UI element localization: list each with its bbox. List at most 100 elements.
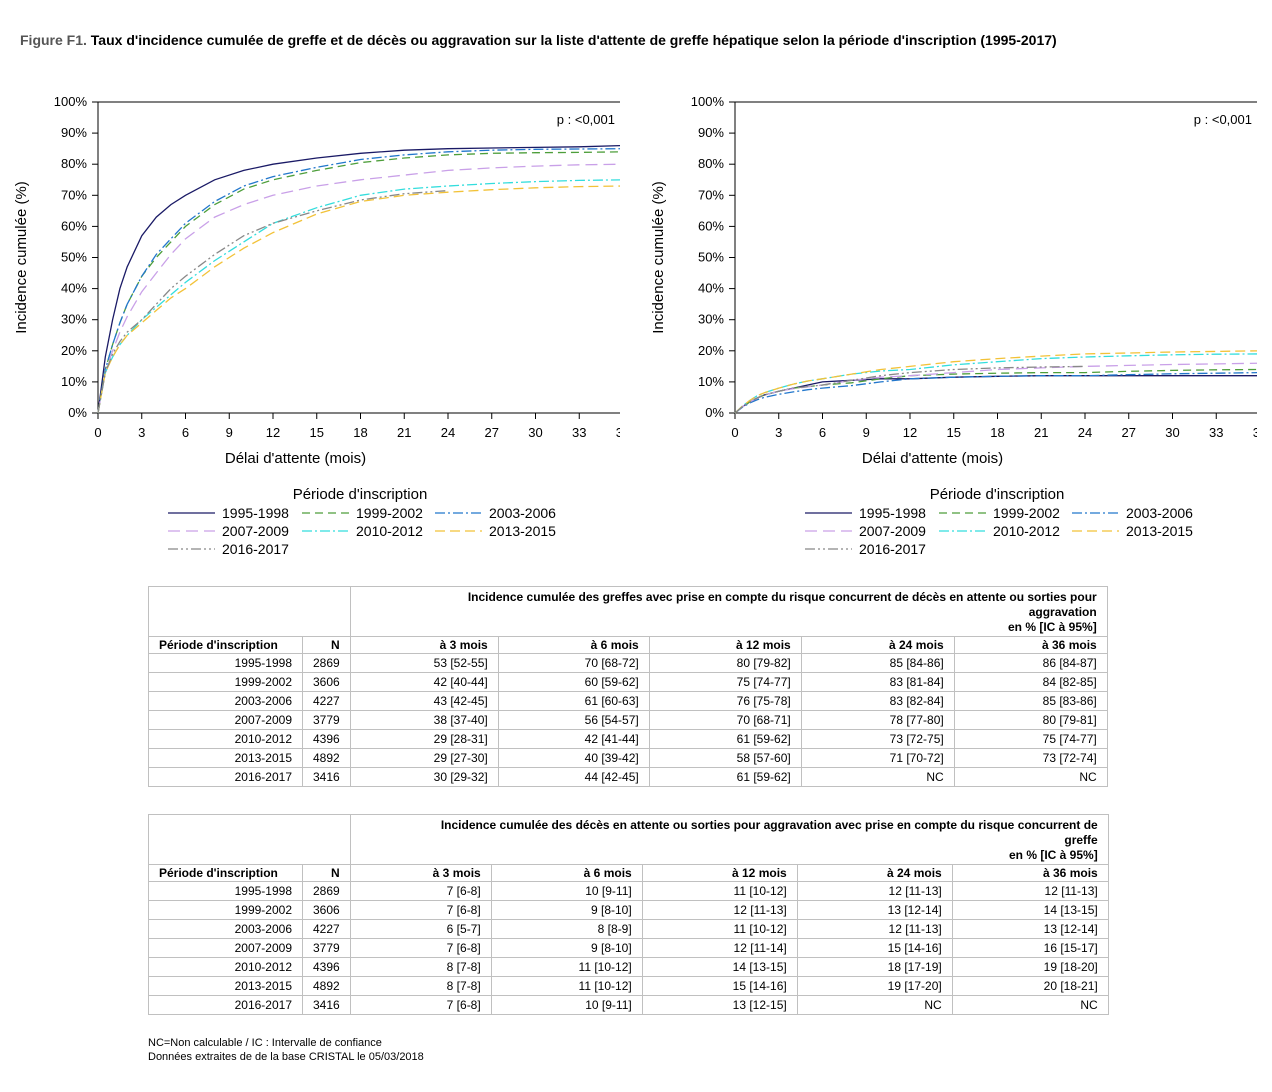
footnote: Données extraites de de la base CRISTAL …	[148, 1051, 424, 1063]
row-period: 1999-2002	[148, 900, 303, 920]
header-line: greffe	[1064, 833, 1098, 847]
x-tick-label: 36	[1253, 425, 1257, 440]
x-tick-label: 9	[226, 425, 233, 440]
row-value: 40 [39-42]	[497, 748, 650, 768]
row-value: 12 [11-13]	[951, 881, 1109, 901]
y-tick-label: 100%	[691, 94, 725, 109]
figure-title: Figure F1. Taux d'incidence cumulée de g…	[20, 32, 1057, 48]
row-n: 4892	[302, 976, 351, 996]
col-header: à 24 mois	[796, 864, 953, 882]
row-value: 71 [70-72]	[800, 748, 955, 768]
row-n: 3606	[302, 672, 351, 692]
table-row: 2007-2009 3779 38 [37-40] 56 [54-57] 70 [68-…	[148, 710, 1108, 730]
y-tick-label: 70%	[61, 187, 87, 202]
row-value: 19 [17-20]	[796, 976, 953, 996]
row-value: 61 [59-62]	[648, 729, 802, 749]
row-value: 78 [77-80]	[800, 710, 955, 730]
series-line-2007-2009	[97, 163, 620, 414]
x-tick-label: 15	[310, 425, 324, 440]
x-tick-label: 15	[947, 425, 961, 440]
header-line: aggravation	[1028, 605, 1097, 619]
row-period: 2016-2017	[148, 995, 303, 1015]
col-header: à 36 mois	[951, 864, 1109, 882]
row-value: 7 [6-8]	[349, 995, 492, 1015]
figure-title-text: Taux d'incidence cumulée de greffe et de…	[90, 32, 1057, 48]
legend-label: 2010-2012	[993, 523, 1060, 539]
row-period: 2003-2006	[148, 691, 303, 711]
x-tick-label: 30	[528, 425, 542, 440]
table-row: 1995-1998 2869 53 [52-55] 70 [68-72] 80 [79-…	[148, 653, 1108, 673]
y-tick-label: 100%	[54, 94, 88, 109]
col-header: à 36 mois	[953, 636, 1108, 654]
y-tick-label: 20%	[698, 343, 724, 358]
col-header-n: N	[302, 636, 351, 654]
legend-label: 2013-2015	[1126, 523, 1193, 539]
row-value: 73 [72-74]	[953, 748, 1108, 768]
table-death-incidence: Incidence cumulée des décès en attente o…	[148, 814, 1109, 1015]
x-tick-label: 33	[1209, 425, 1223, 440]
table-row: 1999-2002 3606 7 [6-8] 9 [8-10] 12 [11-13] 13…	[148, 900, 1109, 920]
series-line-2013-2015	[97, 185, 620, 414]
row-value: 42 [41-44]	[497, 729, 650, 749]
footnote: NC=Non calculable / IC : Intervalle de c…	[148, 1037, 382, 1049]
row-n: 4227	[302, 919, 351, 939]
row-period: 2010-2012	[148, 957, 303, 977]
row-value: 70 [68-72]	[497, 653, 650, 673]
table-row: 2013-2015 4892 8 [7-8] 11 [10-12] 15 [14-16]…	[148, 976, 1109, 996]
row-value: 8 [8-9]	[490, 919, 643, 939]
x-tick-label: 9	[863, 425, 870, 440]
col-header: à 6 mois	[497, 636, 650, 654]
row-value: 38 [37-40]	[349, 710, 499, 730]
row-value: 15 [14-16]	[796, 938, 953, 958]
row-value: 8 [7-8]	[349, 957, 492, 977]
row-period: 2013-2015	[148, 976, 303, 996]
row-n: 4396	[302, 957, 351, 977]
row-value: 13 [12-14]	[951, 919, 1109, 939]
table-row: 2010-2012 4396 29 [28-31] 42 [41-44] 61 [59-…	[148, 729, 1108, 749]
y-tick-label: 80%	[698, 156, 724, 171]
series-line-2013-2015	[734, 350, 1257, 414]
row-n: 3779	[302, 710, 351, 730]
row-n: 4396	[302, 729, 351, 749]
row-value: 10 [9-11]	[490, 881, 643, 901]
x-tick-label: 0	[731, 425, 738, 440]
row-period: 1995-1998	[148, 653, 303, 673]
x-tick-label: 3	[775, 425, 782, 440]
row-value: 83 [81-84]	[800, 672, 955, 692]
row-value: 20 [18-21]	[951, 976, 1109, 996]
x-axis-label: Délai d'attente (mois)	[225, 450, 366, 467]
series-line-2003-2006	[97, 148, 620, 414]
col-header-period: Période d'inscription	[148, 864, 303, 882]
x-tick-label: 21	[1034, 425, 1048, 440]
row-value: 76 [75-78]	[648, 691, 802, 711]
x-tick-label: 18	[353, 425, 367, 440]
x-tick-label: 36	[616, 425, 620, 440]
row-period: 2007-2009	[148, 710, 303, 730]
row-value: NC	[953, 767, 1108, 787]
table-row: 2016-2017 3416 30 [29-32] 44 [42-45] 61 [59-…	[148, 767, 1108, 787]
x-tick-label: 12	[903, 425, 917, 440]
row-value: 30 [29-32]	[349, 767, 499, 787]
x-tick-label: 6	[182, 425, 189, 440]
x-tick-label: 24	[441, 425, 455, 440]
y-tick-label: 40%	[698, 281, 724, 296]
row-period: 2007-2009	[148, 938, 303, 958]
x-tick-label: 21	[397, 425, 411, 440]
table-row: 2003-2006 4227 6 [5-7] 8 [8-9] 11 [10-12] 12 …	[148, 919, 1109, 939]
row-period: 1999-2002	[148, 672, 303, 692]
y-tick-label: 50%	[61, 250, 87, 265]
y-tick-label: 30%	[698, 312, 724, 327]
table-corner	[148, 586, 351, 637]
row-value: 14 [13-15]	[641, 957, 798, 977]
table-row: 2016-2017 3416 7 [6-8] 10 [9-11] 13 [12-15] N…	[148, 995, 1109, 1015]
y-tick-label: 10%	[61, 374, 87, 389]
legend-label: 2007-2009	[859, 523, 926, 539]
legend-label: 2010-2012	[356, 523, 423, 539]
row-value: 12 [11-14]	[641, 938, 798, 958]
row-value: 61 [59-62]	[648, 767, 802, 787]
series-line-2010-2012	[97, 179, 620, 414]
legend-label: 1995-1998	[222, 505, 289, 521]
row-value: 73 [72-75]	[800, 729, 955, 749]
legend-label: 2013-2015	[489, 523, 556, 539]
row-period: 2010-2012	[148, 729, 303, 749]
